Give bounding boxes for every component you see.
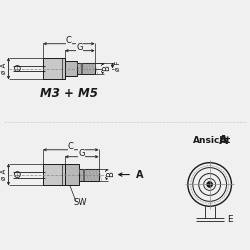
Text: Ansicht: Ansicht: [192, 136, 231, 145]
Bar: [79, 168, 99, 180]
Text: A: A: [219, 134, 228, 147]
Bar: [77, 62, 95, 74]
Text: SW: SW: [74, 198, 88, 207]
Bar: [43, 58, 65, 80]
Bar: [65, 60, 77, 76]
Text: A: A: [136, 170, 144, 179]
Text: E: E: [228, 215, 233, 224]
Text: C: C: [68, 142, 74, 151]
Text: M3 + M5: M3 + M5: [40, 87, 98, 100]
Text: ø F: ø F: [114, 60, 120, 71]
Text: ø A: ø A: [0, 63, 6, 74]
Bar: [43, 164, 65, 186]
Text: B: B: [102, 66, 111, 71]
Text: G: G: [78, 149, 85, 158]
Bar: [65, 164, 79, 186]
Text: ø A: ø A: [0, 169, 6, 180]
Text: C: C: [66, 36, 72, 45]
Text: B: B: [106, 172, 115, 177]
Text: G: G: [76, 43, 83, 52]
Circle shape: [207, 182, 213, 188]
